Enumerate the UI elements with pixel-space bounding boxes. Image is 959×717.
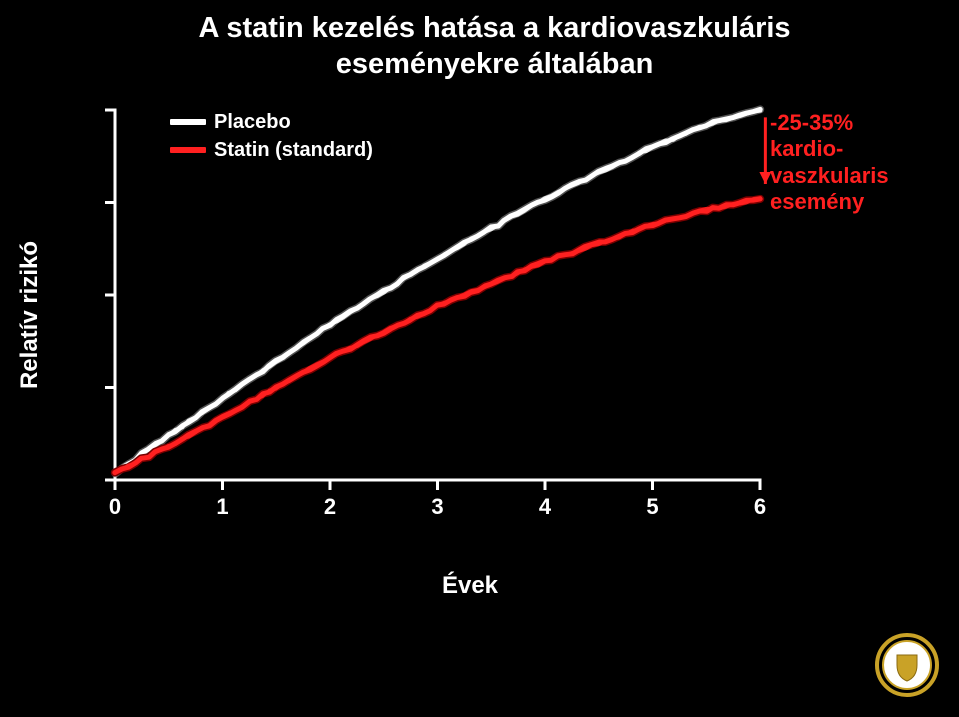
legend-swatch-statin [170,147,206,153]
university-seal-icon [875,633,939,697]
effect-annotation: -25-35% kardio- vaszkularis esemény [770,110,889,216]
annotation-line-1: -25-35% [770,110,853,135]
x-tick-label: 3 [431,494,443,520]
annotation-line-2: kardio- [770,136,843,161]
chart-title: A statin kezelés hatása a kardiovaszkulá… [60,10,929,83]
legend-swatch-placebo [170,119,206,125]
legend-label-statin: Statin (standard) [214,136,373,164]
legend-item-statin: Statin (standard) [170,136,373,164]
x-tick-label: 0 [109,494,121,520]
annotation-line-3: vaszkularis [770,163,889,188]
title-line-1: A statin kezelés hatása a kardiovaszkulá… [198,12,790,44]
x-tick-label: 4 [539,494,551,520]
legend: Placebo Statin (standard) [170,108,373,164]
chart-area: Relatív rizikó Placebo Statin (standard)… [40,100,900,530]
x-tick-label: 1 [216,494,228,520]
x-tick-label: 5 [646,494,658,520]
x-tick-label: 6 [754,494,766,520]
title-line-2: eseményekre általában [336,48,654,80]
x-axis-label: Évek [40,572,900,600]
legend-item-placebo: Placebo [170,108,373,136]
legend-label-placebo: Placebo [214,108,291,136]
annotation-line-4: esemény [770,189,864,214]
x-tick-label: 2 [324,494,336,520]
